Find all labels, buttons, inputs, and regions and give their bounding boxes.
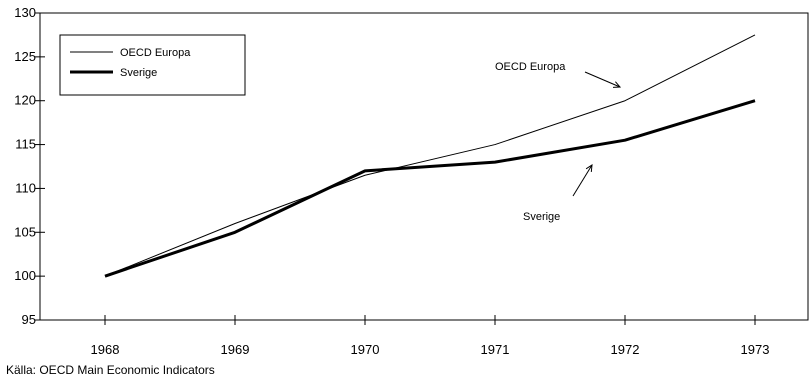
y-tick-label: 130 (14, 5, 36, 20)
annotation-arrow-head (585, 164, 593, 173)
y-tick-label: 120 (14, 93, 36, 108)
annotation-label: Sverige (523, 211, 560, 223)
legend-label: OECD Europa (120, 47, 191, 59)
y-tick-label: 105 (14, 224, 36, 239)
annotation-label: OECD Europa (495, 61, 566, 73)
series-line-sverige (104, 99, 756, 278)
x-tick-label: 1973 (741, 342, 770, 357)
x-tick-label: 1968 (91, 342, 120, 357)
y-tick-label: 110 (15, 180, 36, 195)
y-tick-label: 100 (14, 268, 36, 283)
x-tick-label: 1970 (351, 342, 380, 357)
y-tick-label: 125 (14, 49, 36, 64)
legend-box (59, 34, 246, 96)
y-tick-label: 115 (15, 137, 36, 152)
y-tick-label: 95 (22, 312, 36, 327)
x-tick-label: 1971 (481, 342, 510, 357)
x-tick-label: 1972 (611, 342, 640, 357)
annotation-arrow-line (572, 164, 593, 197)
series-line-oecd-europa (104, 34, 756, 277)
x-tick-label: 1969 (221, 342, 250, 357)
source-note: Källa: OECD Main Economic Indicators (6, 363, 215, 377)
annotation-arrow-line (584, 71, 621, 88)
annotation-arrow-head (612, 81, 622, 88)
plot-frame (39, 12, 809, 321)
legend-label: Sverige (120, 67, 157, 79)
